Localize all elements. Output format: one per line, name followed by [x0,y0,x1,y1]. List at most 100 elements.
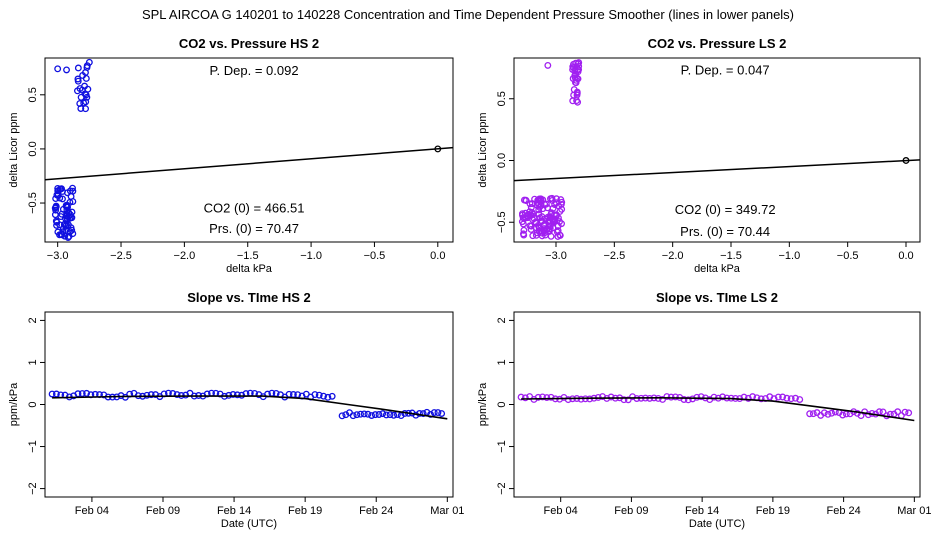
data-point [540,226,548,234]
data-point [53,221,60,229]
data-point-after [901,408,909,416]
data-point-before [143,391,151,399]
data-point-after [368,412,376,419]
panel-2: CO2 vs. Pressure LS 2 −3.0 −2.5 −2.0 −1.5 −1.… [477,36,921,275]
data-point [52,217,60,225]
y-tick-label: −0.5 [27,192,39,214]
data-point [556,207,564,215]
y-axis-label: ppm/kPa [8,382,20,426]
data-point-after [353,411,361,419]
data-point-after [357,410,364,418]
x-axis-label: Date (UTC) [221,518,277,530]
data-point-before [796,396,804,403]
x-tick-label: −1.0 [778,250,800,262]
data-point [520,226,528,234]
data-point-after [371,411,379,419]
data-point [569,63,577,71]
data-point [79,71,87,79]
data-point [519,230,527,238]
x-tick-label: Feb 04 [75,505,109,517]
data-point [551,201,559,208]
y-tick-label: 2 [27,317,39,323]
panel-title: CO2 vs. Pressure LS 2 [648,36,787,51]
panel-title: Slope vs. TIme HS 2 [187,290,311,305]
data-point-before [117,392,125,400]
data-point-before [543,394,551,402]
data-point [81,82,89,90]
data-point [549,204,557,212]
x-tick-label: Feb 24 [826,505,860,517]
data-point-after [382,411,390,419]
x-tick-label: −2.5 [110,250,132,262]
y-tick-label: 1 [27,359,39,365]
data-point-before [78,390,86,397]
data-point [552,195,560,203]
data-point [62,202,70,210]
x-tick-label: Mar 01 [897,505,931,517]
data-point [77,105,85,112]
data-point [63,221,70,229]
data-point-before [757,395,765,403]
data-point-after [806,410,814,418]
data-point-before [671,393,679,401]
data-point [64,213,72,221]
data-point [77,93,85,101]
y-axis-label: delta Licor ppm [8,112,20,187]
data-point-before [315,391,323,399]
data-point [68,226,76,234]
data-point [546,225,554,233]
data-point [56,221,64,229]
panels: CO2 vs. Pressure HS 2 −3.0 −2.5 −2.0 −1.5 −1.… [8,36,931,530]
data-point-before [783,394,791,402]
x-tick-label: Mar 01 [430,505,464,517]
data-point [54,191,62,199]
data-layer [48,389,448,420]
data-point [65,208,73,216]
data-point-after [379,410,387,418]
data-point-after [879,408,887,416]
data-point-after [434,409,442,417]
data-point [527,204,535,211]
data-point-after [349,412,357,420]
data-point [85,58,93,66]
data-point [66,228,74,236]
x-tick-label: Feb 09 [146,505,180,517]
data-point [74,77,82,85]
data-point [547,232,555,240]
data-point-before [173,391,181,399]
plot-frame [513,311,921,498]
data-point-after [809,410,817,418]
data-point-before [229,391,237,398]
data-point-after [364,410,372,418]
fit-line [514,159,920,182]
data-point-before [233,391,241,399]
data-point-after [419,410,427,418]
data-point [569,75,577,82]
x-tick-label: −1.5 [237,250,259,262]
data-point-after [386,411,394,419]
origin-point [902,157,910,164]
data-point-after [905,409,913,417]
data-point-before [774,393,782,401]
x-tick-label: 0.0 [430,250,445,262]
data-point [68,214,76,222]
annotation: Prs. (0) = 70.44 [680,224,770,239]
data-point [544,61,552,69]
data-point-before [697,393,705,401]
data-point [536,214,544,222]
data-point-before [719,393,727,401]
y-tick-label: −2 [27,482,39,495]
data-point-after [338,412,346,420]
y-axis-label: ppm/kPa [477,382,489,426]
panel-4: Slope vs. TIme LS 2 Feb 04 Feb 09 Feb 14 Feb… [477,290,931,530]
x-tick-label: −3.0 [47,250,69,262]
data-point-before [693,393,701,401]
annotation: CO2 (0) = 349.72 [675,202,776,217]
panel-1: CO2 vs. Pressure HS 2 −3.0 −2.5 −2.0 −1.5 −1.… [8,36,454,275]
x-axis-label: Date (UTC) [689,518,745,530]
y-tick-label: 0.5 [496,91,508,106]
data-point [81,90,89,98]
x-axis-label: delta kPa [226,263,273,275]
data-point-before [787,395,795,403]
